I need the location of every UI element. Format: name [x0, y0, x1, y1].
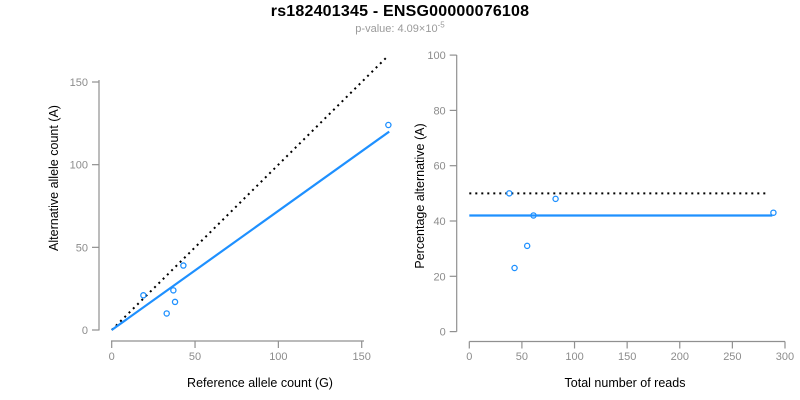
regression-line [111, 130, 390, 331]
plot-subtitle: p-value: 4.09×10-5 [0, 20, 800, 35]
y-tick-label: 80 [433, 105, 445, 117]
x-tick-label: 50 [189, 351, 201, 363]
y-tick-label: 20 [433, 271, 445, 283]
data-point [552, 195, 559, 203]
plot-title: rs182401345 - ENSG00000076108 [270, 3, 530, 20]
data-point [511, 264, 518, 272]
x-tick-label: 0 [109, 351, 115, 363]
data-point [770, 209, 777, 216]
data-point [163, 310, 170, 317]
x-tick-label: 150 [353, 351, 371, 363]
data-point [385, 121, 392, 129]
y-tick-label: 40 [433, 216, 445, 228]
x-tick-label: 100 [565, 351, 583, 363]
data-point [170, 287, 177, 294]
data-point [530, 212, 537, 219]
x-tick-label: 250 [723, 351, 741, 363]
percentage-panel: 0 50 100 150 200 250 300 0 20 40 60 80 100 Total numb… [413, 50, 794, 390]
y-tick-label: 0 [440, 327, 446, 339]
x-axis-title: Reference allele count (G) [187, 376, 333, 390]
allele-count-panel: 0 50 100 150 0 50 100 150 Reference allele count… [47, 54, 392, 390]
y-tick-label: 60 [433, 161, 445, 173]
x-axis-title: Total number of reads [565, 376, 686, 390]
pvalue-mantissa: 4.09×10 [397, 23, 438, 35]
x-tick-label: 0 [466, 351, 472, 363]
y-tick-label: 150 [70, 77, 88, 89]
data-point [171, 298, 179, 306]
x-tick-label: 100 [269, 351, 287, 363]
data-point [180, 262, 187, 269]
x-tick-label: 150 [618, 351, 636, 363]
y-tick-label: 50 [76, 242, 88, 254]
y-tick-label: 100 [427, 50, 445, 62]
identity-line [110, 54, 390, 331]
y-tick-label: 0 [82, 325, 88, 337]
pvalue-label: p-value: [355, 23, 398, 35]
data-point [506, 190, 513, 197]
pvalue-exponent: -5 [437, 20, 445, 30]
x-tick-label: 200 [671, 351, 689, 363]
x-tick-label: 300 [776, 351, 794, 363]
y-axis-title: Alternative allele count (A) [47, 105, 61, 251]
x-tick-label: 50 [516, 351, 528, 363]
y-tick-label: 100 [70, 160, 88, 172]
y-axis-title: Percentage alternative (A) [413, 123, 427, 268]
data-point [140, 292, 147, 299]
data-point [523, 242, 531, 250]
